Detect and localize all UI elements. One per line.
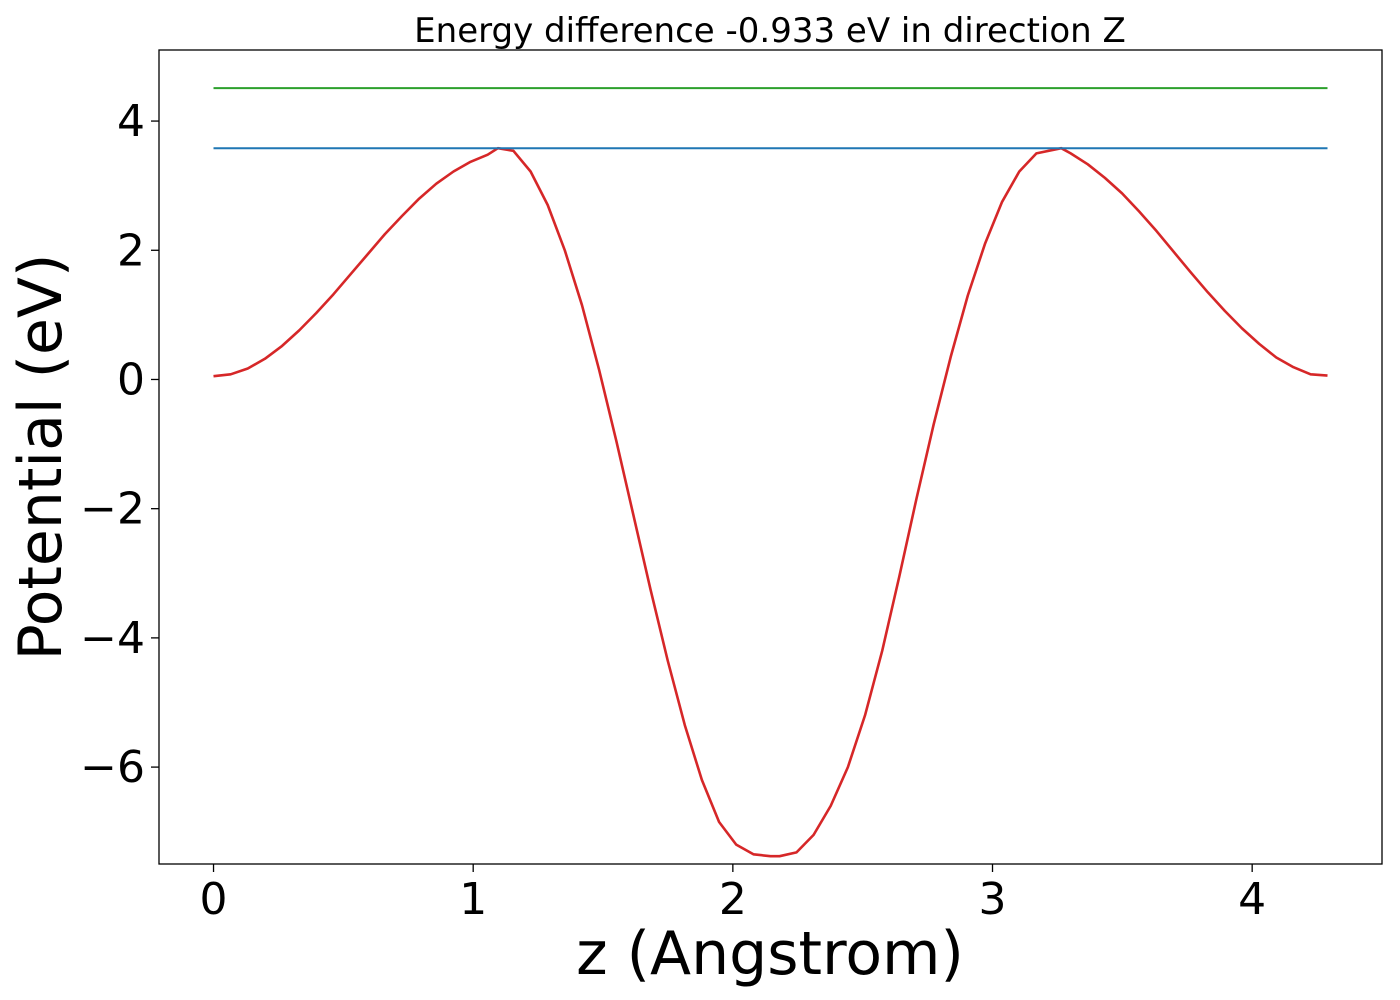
x-tick-label: 3 [979, 874, 1007, 925]
plot-frame [158, 49, 1383, 865]
y-tick-label: −6 [80, 742, 145, 793]
chart-title: Energy difference -0.933 eV in direction… [414, 11, 1126, 51]
y-tick-label: −4 [80, 613, 145, 664]
x-axis: 0 1 2 3 4 [200, 864, 1266, 925]
y-tick-label: 2 [117, 225, 145, 276]
x-tick-label: 0 [200, 874, 228, 925]
y-axis-label: Potential (eV) [6, 254, 76, 661]
y-tick-label: 4 [117, 96, 145, 147]
x-axis-label: z (Angstrom) [576, 919, 964, 989]
y-axis: 4 2 0 −2 −4 −6 [80, 96, 159, 793]
x-tick-label: 1 [459, 874, 487, 925]
plot-lines [213, 87, 1328, 858]
y-tick-label: −2 [80, 484, 145, 535]
x-tick-label: 2 [719, 874, 747, 925]
x-tick-label: 4 [1238, 874, 1266, 925]
y-tick-label: 0 [117, 354, 145, 405]
potential-line [213, 146, 1328, 858]
